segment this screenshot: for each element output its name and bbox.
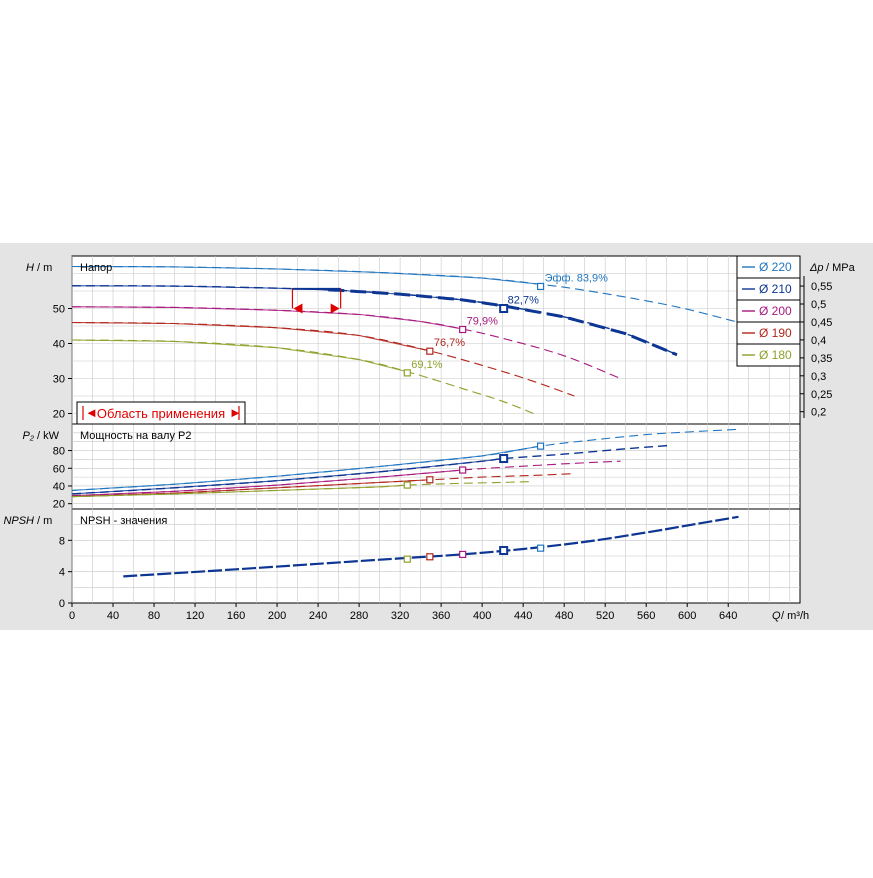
marker-d200-panel-1: [459, 325, 467, 334]
efficiency-label-d220: Эфф. 83,9%: [545, 272, 609, 284]
range-right-arrow-icon: ►: [229, 405, 242, 420]
y-axis-unit: / m: [37, 515, 52, 527]
y-tick-label: 20: [53, 409, 65, 421]
y-tick-label: 40: [53, 339, 65, 351]
x-tick-label: 560: [637, 610, 655, 622]
marker-d190-panel-2: [426, 476, 434, 484]
y2-tick-label: 0,25: [811, 389, 832, 401]
marker-d180-panel-2: [403, 481, 411, 489]
y2-tick-label: 0,2: [811, 407, 826, 419]
curve-solid-d180-panel-1: [71, 339, 406, 372]
x-tick-label: 280: [350, 610, 368, 622]
y2-tick-label: 0,55: [811, 281, 832, 293]
panel-title: NPSH - значения: [80, 515, 167, 527]
curve-solid-d220-panel-1: [72, 265, 539, 285]
y-tick-label: 80: [53, 446, 65, 458]
npsh-marker-d200: [459, 550, 467, 559]
panel-title: Напор: [80, 262, 112, 274]
y-axis-label: NPSH: [3, 515, 34, 527]
y-axis-unit: / kW: [37, 430, 60, 442]
legend-label-4: Ø 180: [759, 348, 792, 362]
y2-axis-unit: / MPa: [826, 262, 856, 274]
y-tick-label: 60: [53, 463, 65, 475]
x-tick-label: 0: [69, 610, 75, 622]
curve-solid-d200-panel-1: [72, 306, 462, 330]
range-right-arrow-head: [330, 303, 340, 314]
marker-d210-panel-1: [499, 304, 509, 313]
curve-solid-d220-panel-2: [71, 445, 539, 491]
y2-tick-label: 0,35: [811, 353, 832, 365]
duty-curve-bold: [328, 288, 678, 357]
panel-title: Мощность на валу P2: [80, 430, 192, 442]
x-tick-label: 160: [227, 610, 245, 622]
x-tick-label: 440: [514, 610, 532, 622]
y-tick-label: 30: [53, 374, 65, 386]
curve-solid-d190-panel-1: [71, 321, 426, 351]
npsh-marker-d190: [426, 553, 434, 561]
npsh-marker-d210: [499, 546, 509, 556]
marker-d180-panel-1: [403, 369, 411, 377]
x-axis-unit: / m³/h: [781, 610, 809, 622]
efficiency-label-d210: 82,7%: [508, 295, 539, 307]
curve-d210-panel-3: [123, 515, 739, 578]
y2-tick-label: 0,4: [811, 335, 826, 347]
legend-label-0: Ø 220: [759, 260, 792, 274]
marker-d190-panel-1: [426, 347, 434, 355]
y-tick-label: 8: [59, 535, 65, 547]
curve-solid-d210-panel-2: [71, 458, 503, 495]
npsh-marker-d180: [403, 555, 411, 563]
x-tick-label: 320: [391, 610, 409, 622]
marker-d200-panel-2: [459, 466, 467, 474]
y2-tick-label: 0,45: [811, 317, 832, 329]
x-tick-label: 240: [309, 610, 327, 622]
marker-d220-panel-2: [536, 442, 545, 450]
y-axis-unit: / m: [37, 262, 52, 274]
x-tick-label: 200: [268, 610, 286, 622]
x-tick-label: 120: [186, 610, 204, 622]
marker-d220-panel-1: [536, 282, 545, 291]
x-tick-label: 80: [148, 610, 160, 622]
y-tick-label: 0: [59, 598, 65, 610]
x-axis-label: Q: [772, 610, 781, 622]
y-tick-label: 4: [59, 567, 65, 579]
y2-tick-label: 0,5: [811, 299, 826, 311]
x-tick-label: 360: [432, 610, 450, 622]
y2-axis-label: Δp: [809, 262, 824, 274]
curve-solid-d180-panel-2: [71, 484, 406, 498]
range-legend-box: [76, 401, 246, 425]
y-axis-label: P₂: [22, 430, 34, 442]
legend-box-4: [736, 343, 801, 367]
curve-solid-d200-panel-2: [71, 469, 462, 497]
legend-label-1: Ø 210: [759, 282, 792, 296]
efficiency-label-d200: 79,9%: [467, 316, 498, 328]
x-tick-label: 640: [719, 610, 737, 622]
x-tick-label: 400: [473, 610, 491, 622]
npsh-marker-d220: [536, 544, 545, 552]
x-tick-label: 480: [555, 610, 573, 622]
legend-label-2: Ø 200: [759, 304, 792, 318]
y-axis-label: H: [26, 262, 34, 274]
efficiency-label-d190: 76,7%: [434, 337, 465, 349]
range-left-arrow-icon: ◄: [85, 405, 98, 420]
y-tick-label: 40: [53, 481, 65, 493]
x-tick-label: 40: [107, 610, 119, 622]
y-tick-label: 20: [53, 499, 65, 511]
y2-tick-label: 0,3: [811, 371, 826, 383]
curve-d200-panel-1: [71, 306, 621, 380]
marker-d210-panel-2: [499, 454, 509, 464]
range-left-arrow-head: [293, 303, 303, 314]
x-tick-label: 600: [678, 610, 696, 622]
x-tick-label: 520: [596, 610, 614, 622]
efficiency-label-d180: 69,1%: [411, 359, 442, 371]
range-label: Область применения: [97, 406, 225, 421]
legend-label-3: Ø 190: [759, 326, 792, 340]
y-tick-label: 50: [53, 304, 65, 316]
